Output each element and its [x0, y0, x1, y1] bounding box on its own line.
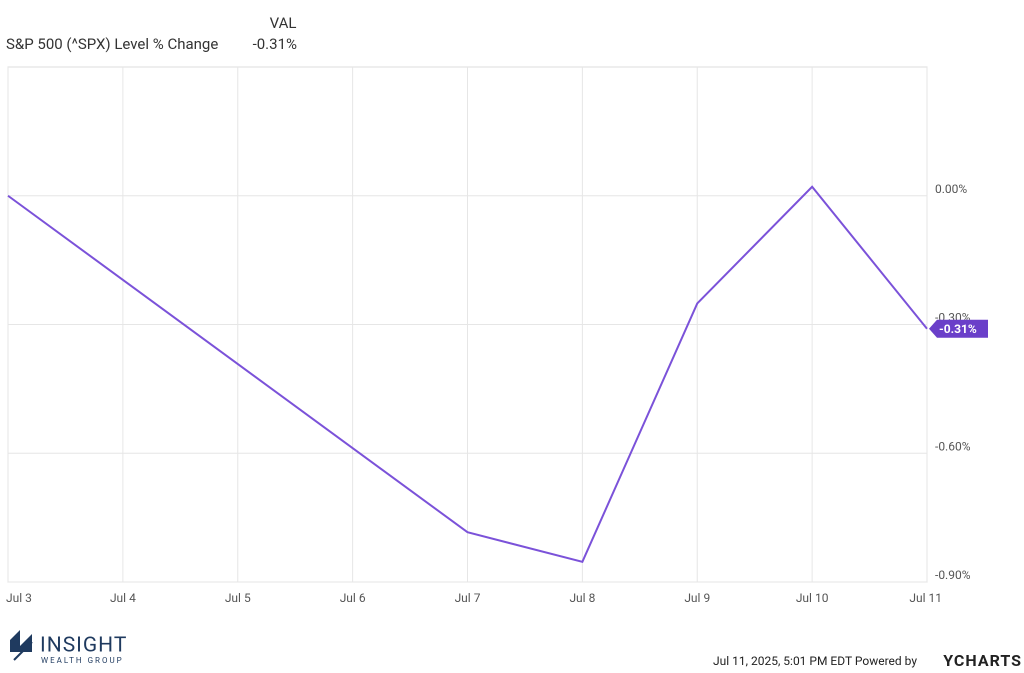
x-tick-label: Jul 3	[6, 591, 32, 605]
timestamp: Jul 11, 2025, 5:01 PM EDT Powered by	[713, 654, 917, 668]
y-tick-label: 0.00%	[935, 182, 967, 196]
x-tick-label: Jul 7	[455, 591, 481, 605]
legend-header: VAL	[270, 14, 297, 32]
x-tick-label: Jul 5	[225, 591, 251, 605]
value-label: -0.31%	[939, 322, 977, 336]
brand: YCHARTS	[943, 651, 1022, 670]
y-tick-label: -0.90%	[935, 568, 971, 582]
x-tick-label: Jul 8	[569, 591, 595, 605]
x-tick-label: Jul 4	[110, 591, 136, 605]
logo-text: INSIGHT	[40, 634, 127, 658]
x-tick-label: Jul 9	[684, 591, 710, 605]
value-tag	[929, 319, 988, 338]
logo	[10, 630, 33, 661]
legend-name: S&P 500 (^SPX) Level % Change	[6, 35, 218, 53]
x-tick-label: Jul 11	[909, 591, 942, 605]
line	[7, 185, 928, 564]
x-tick-label: Jul 6	[340, 591, 366, 605]
logo-subtext: WEALTH GROUP	[41, 656, 124, 665]
legend-value: -0.31%	[253, 35, 297, 53]
y-tick-label: -0.60%	[935, 439, 971, 453]
x-tick-label: Jul 10	[796, 591, 829, 605]
